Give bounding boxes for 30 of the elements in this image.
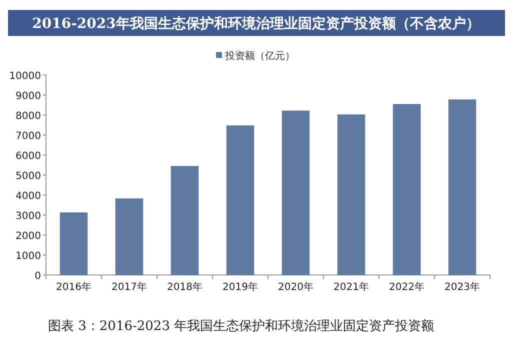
y-tick-label: 8000 <box>16 111 41 122</box>
bar <box>115 198 144 275</box>
text: 图表 3：2016-2023 年我国生态保护和环境治理业固定资产投资额 <box>48 318 434 334</box>
bar <box>60 212 88 275</box>
x-tick-label: 2023年 <box>444 281 480 293</box>
bar <box>226 125 254 275</box>
y-tick-label: 4000 <box>16 191 41 202</box>
y-tick-label: 0 <box>34 271 41 282</box>
y-tick-label: 3000 <box>16 211 41 222</box>
y-tick-label: 1000 <box>16 251 41 262</box>
legend-label: 投资额（亿元） <box>224 50 295 62</box>
y-tick-label: 6000 <box>16 151 41 162</box>
x-tick-label: 2022年 <box>389 281 424 293</box>
y-tick-label: 9000 <box>16 91 41 102</box>
bar <box>337 114 366 275</box>
x-tick-label: 2017年 <box>112 281 147 293</box>
bar <box>448 99 476 275</box>
y-tick-label: 2000 <box>16 231 41 242</box>
bar <box>282 110 310 275</box>
x-tick-label: 2018年 <box>167 281 202 293</box>
chart-title: 2016-2023年我国生态保护和环境治理业固定资产投资额（不含农户） <box>32 15 480 32</box>
x-tick-label: 2016年 <box>56 281 92 293</box>
y-tick-label: 7000 <box>16 131 41 142</box>
x-tick-label: 2019年 <box>222 281 258 293</box>
x-tick-label: 2021年 <box>334 281 369 293</box>
y-tick-label: 10000 <box>9 71 41 82</box>
x-tick-label: 2020年 <box>278 281 314 293</box>
bar <box>170 166 199 275</box>
y-tick-label: 5000 <box>16 171 41 182</box>
bar <box>392 104 421 275</box>
